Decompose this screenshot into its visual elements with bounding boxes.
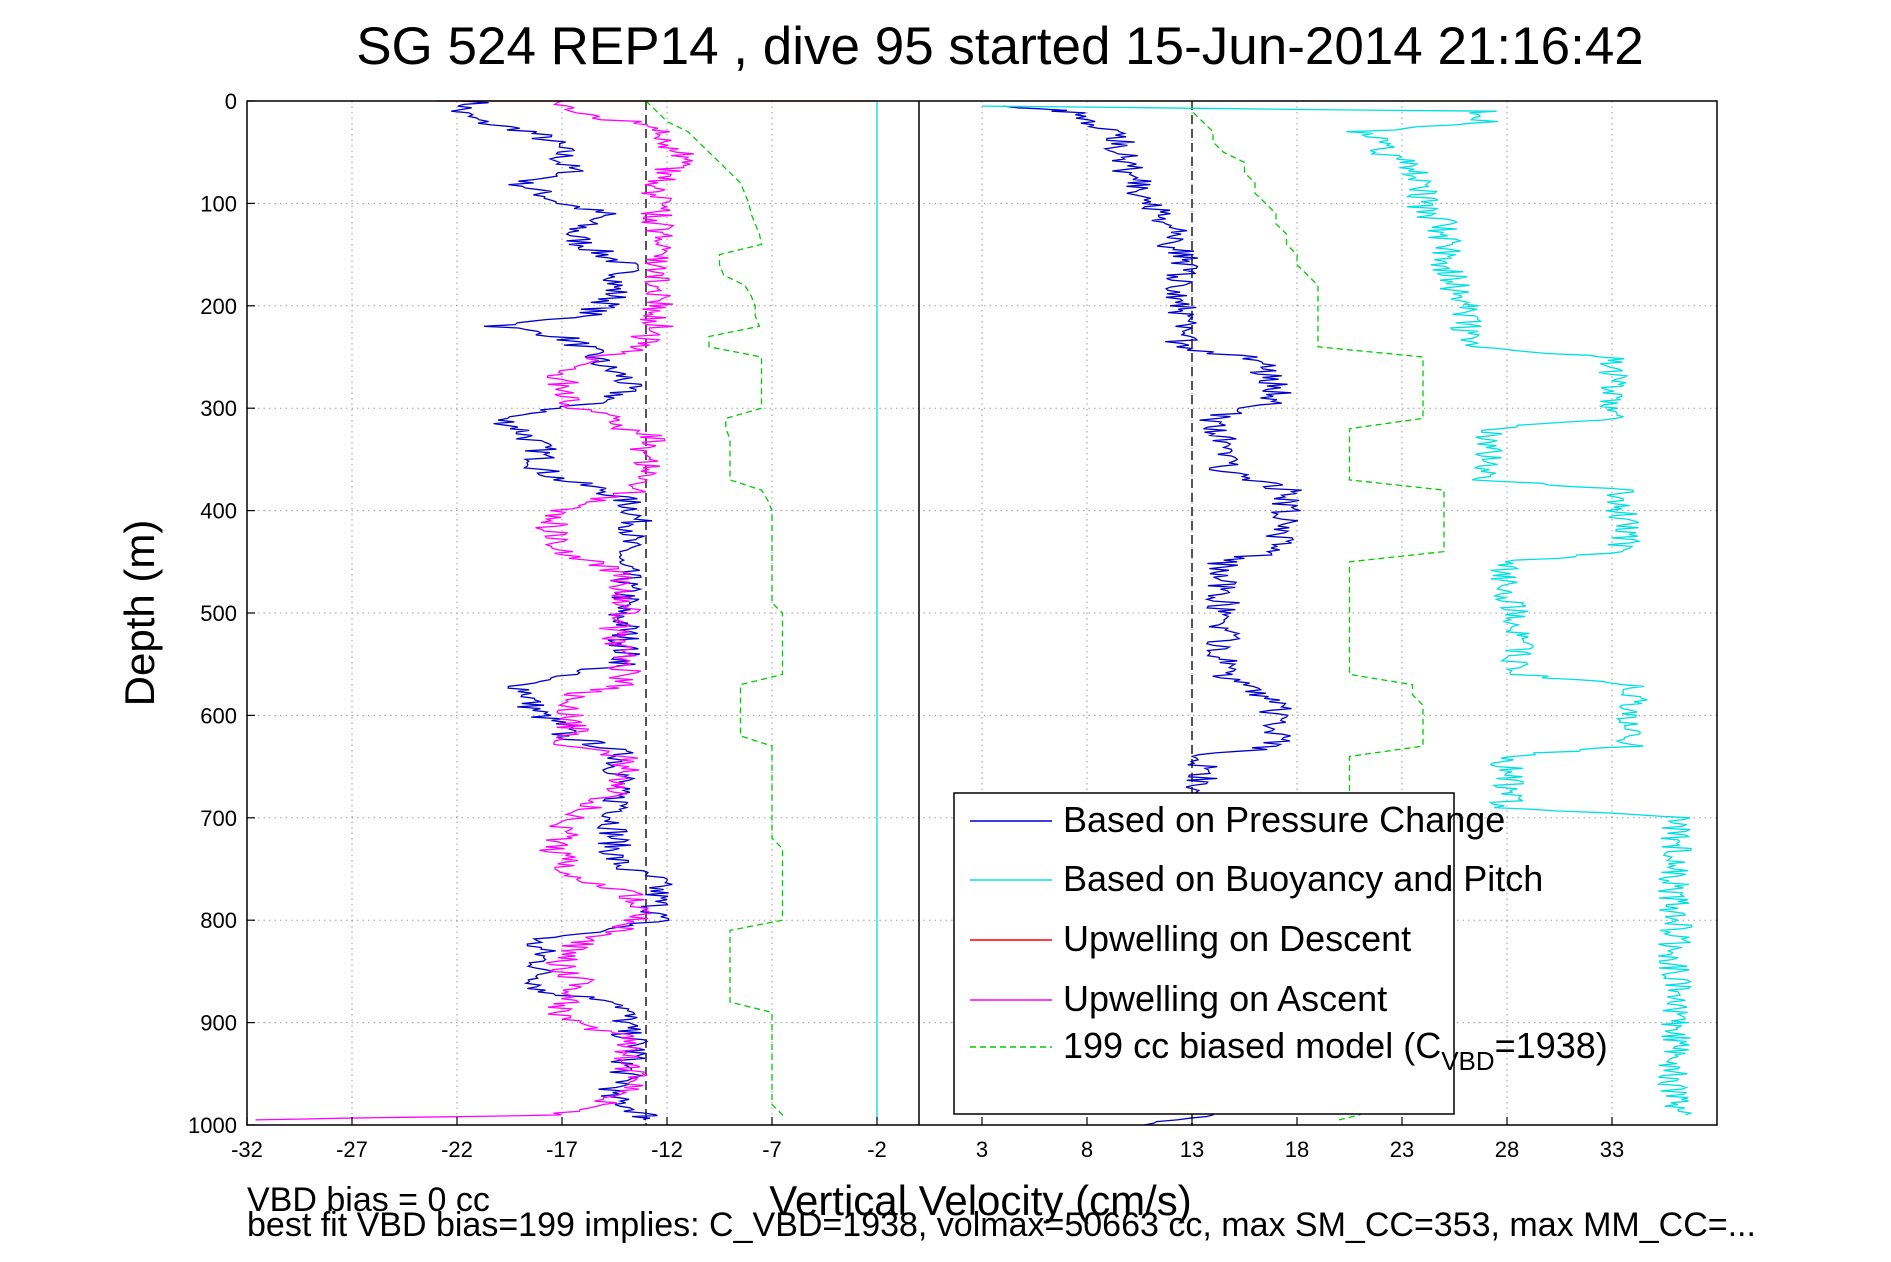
y-tick-label: 100 — [200, 191, 237, 216]
x-tick-label: 8 — [1081, 1137, 1093, 1162]
x-tick-label: -17 — [546, 1137, 578, 1162]
legend-label: 199 cc biased model (CVBD=1938) — [1063, 1025, 1608, 1076]
x-tick-label: 33 — [1600, 1137, 1624, 1162]
footnote-vbd-bias: VBD bias = 0 cc — [247, 1181, 490, 1219]
x-tick-label: 18 — [1285, 1137, 1309, 1162]
y-tick-label: 0 — [225, 89, 237, 114]
legend-box — [953, 792, 1455, 1115]
y-tick-label: 900 — [200, 1011, 237, 1036]
series-line-2-ascent — [981, 105, 1693, 1116]
y-tick-label: 500 — [200, 601, 237, 626]
chart-title: SG 524 REP14 , dive 95 started 15-Jun-20… — [356, 17, 1644, 76]
legend-label: Upwelling on Descent — [1063, 918, 1411, 959]
x-tick-label: -12 — [651, 1137, 683, 1162]
y-tick-label: 200 — [200, 294, 237, 319]
x-tick-label: 23 — [1390, 1137, 1414, 1162]
legend-label: Based on Buoyancy and Pitch — [1063, 858, 1543, 899]
x-tick-label: -32 — [231, 1137, 263, 1162]
series-line-4-descent — [255, 100, 694, 1121]
series-line-5-descent — [645, 100, 784, 1120]
y-axis-title: Depth (m) — [116, 520, 163, 707]
y-tick-label: 600 — [200, 703, 237, 728]
y-tick-label: 700 — [200, 806, 237, 831]
y-ticks: 0 100 200 300 400 500 600 700 800 900 1000 — [188, 89, 255, 1138]
x-tick-label: -7 — [762, 1137, 782, 1162]
y-tick-label: 800 — [200, 908, 237, 933]
legend-label: Based on Pressure Change — [1063, 799, 1505, 840]
legend-label: Upwelling on Ascent — [1063, 978, 1387, 1019]
y-tick-label: 1000 — [188, 1113, 237, 1138]
y-tick-label: 400 — [200, 499, 237, 524]
x-tick-label: 3 — [976, 1137, 988, 1162]
x-tick-label: 13 — [1180, 1137, 1204, 1162]
y-tick-label: 300 — [200, 396, 237, 421]
x-tick-label: 28 — [1495, 1137, 1519, 1162]
x-tick-label: -2 — [867, 1137, 887, 1162]
x-axis-title: Vertical Velocity (cm/s) — [769, 1177, 1192, 1224]
x-ticks: -32 -27 -22 -17 -12 -7 -2 3 8 13 18 23 28 33 — [231, 1117, 1624, 1162]
x-tick-label: -27 — [336, 1137, 368, 1162]
x-tick-label: -22 — [441, 1137, 473, 1162]
legend: Based on Pressure Change Based on Buoyanc… — [953, 792, 1608, 1115]
footnote-best-fit: best fit VBD bias=199 implies: C_VBD=193… — [247, 1206, 1756, 1244]
